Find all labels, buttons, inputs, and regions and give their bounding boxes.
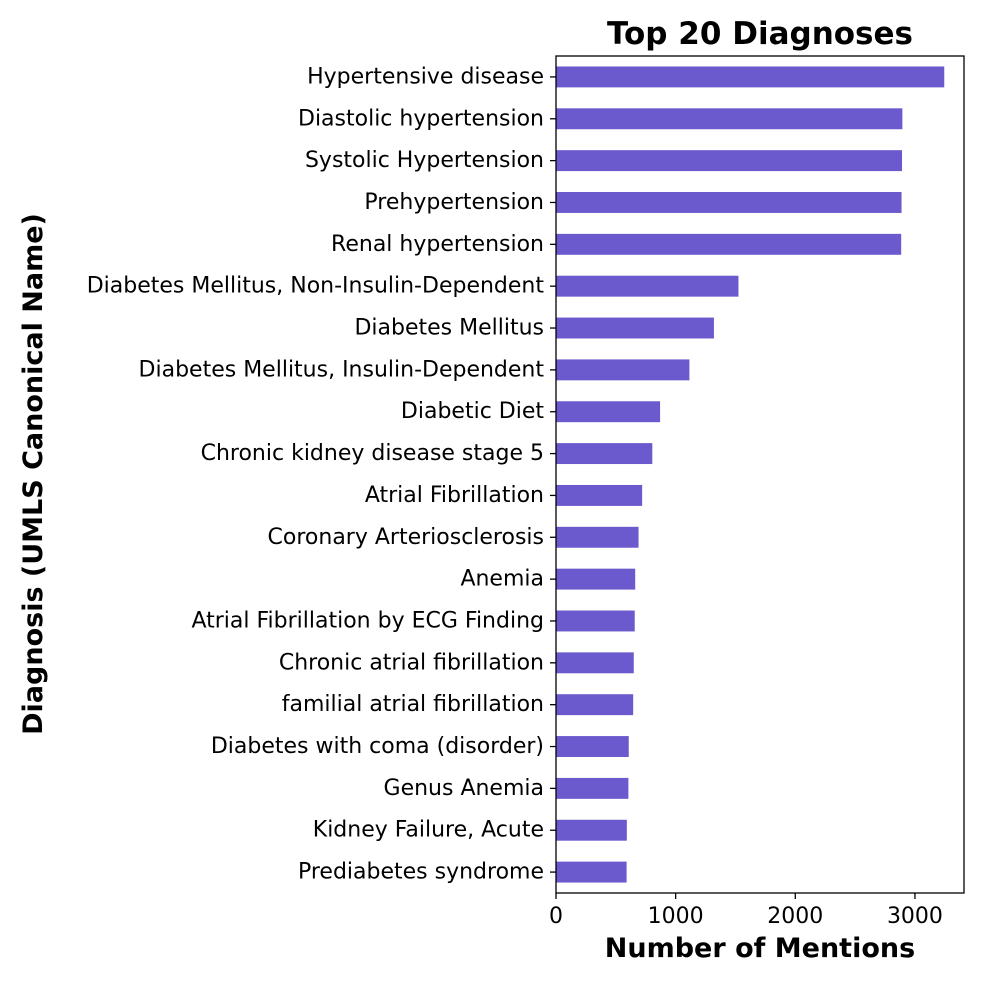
category-label: Diabetes Mellitus: [354, 316, 544, 341]
bar: [556, 610, 635, 632]
plot-frame: [555, 55, 965, 894]
category-label: Renal hypertension: [331, 232, 544, 257]
bar: [556, 526, 639, 548]
category-label: Chronic atrial fibrillation: [279, 650, 544, 675]
bar: [556, 819, 627, 841]
bars-group: [556, 66, 945, 883]
category-label: Diabetes Mellitus, Insulin-Dependent: [139, 357, 545, 382]
bar: [556, 861, 627, 883]
bar: [556, 275, 739, 297]
category-label: Coronary Arteriosclerosis: [268, 525, 544, 550]
x-axis-ticks: 0 1000 2000 3000: [549, 893, 943, 929]
category-label: Diabetes Mellitus, Non-Insulin-Dependent: [87, 274, 545, 299]
category-label: Diabetes with coma (disorder): [211, 734, 544, 759]
category-label: Kidney Failure, Acute: [313, 818, 544, 843]
x-tick-label: 0: [549, 904, 563, 929]
bar: [556, 652, 634, 674]
bar: [556, 736, 629, 757]
bar: [556, 568, 636, 590]
x-axis-label: Number of Mentions: [605, 933, 915, 964]
category-label: Prediabetes syndrome: [298, 860, 544, 885]
category-label: Hypertensive disease: [307, 64, 544, 89]
chart-title: Top 20 Diagnoses: [607, 16, 913, 52]
bar: [556, 443, 653, 465]
bar: [556, 359, 690, 381]
bar: [556, 233, 902, 255]
bar: [556, 484, 643, 506]
category-label: Prehypertension: [364, 190, 544, 215]
category-label: Anemia: [460, 567, 544, 592]
category-label: Diabetic Diet: [401, 399, 544, 424]
bar: [556, 192, 902, 213]
bar: [556, 777, 629, 799]
x-tick-label: 2000: [767, 904, 823, 929]
bar: [556, 108, 903, 130]
bar: [556, 401, 661, 423]
x-tick-label: 1000: [648, 904, 704, 929]
category-label: Systolic Hypertension: [305, 148, 544, 173]
bar: [556, 66, 945, 88]
bar: [556, 694, 634, 716]
x-tick-label: 3000: [887, 904, 943, 929]
category-label: familial atrial fibrillation: [282, 692, 544, 717]
category-label: Atrial Fibrillation by ECG Finding: [191, 608, 544, 633]
y-axis-label: Diagnosis (UMLS Canonical Name): [18, 213, 49, 735]
category-label: Genus Anemia: [384, 776, 544, 801]
bar: [556, 150, 903, 172]
category-label: Chronic kidney disease stage 5: [201, 441, 544, 466]
category-label: Atrial Fibrillation: [365, 483, 544, 508]
category-labels: Hypertensive disease Diastolic hypertensi…: [87, 64, 556, 885]
bar: [556, 317, 714, 339]
category-label: Diastolic hypertension: [298, 106, 544, 131]
